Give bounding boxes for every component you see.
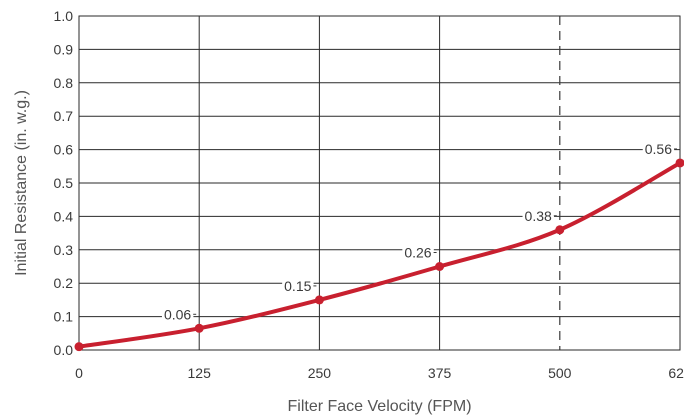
data-point [435,262,445,271]
x-tick-label: 500 [548,365,572,381]
x-tick-label: 250 [308,365,332,381]
plot-frame [78,15,681,351]
data-label: 0.26 [404,245,431,261]
data-label-background [161,305,194,324]
data-points [74,158,684,352]
y-tick-label: 0.0 [54,342,74,358]
series-line [77,160,682,349]
y-tick-label: 0.2 [54,275,74,291]
data-label: 0.06 [164,306,191,322]
data-label-background [522,206,555,225]
grid-lines [78,15,681,351]
y-axis-title: Initial Resistance (in. w.g.) [13,90,30,276]
y-tick-label: 0.3 [54,242,74,258]
x-axis-title: Filter Face Velocity (FPM) [287,398,471,415]
x-tick-label: 375 [428,365,452,381]
y-tick-label: 0.9 [54,41,74,57]
data-label-background [402,243,434,262]
data-label-background [642,139,675,158]
y-tick-label: 0.6 [54,142,74,158]
y-tick-label: 0.7 [54,108,74,124]
x-tick-label: 625 [668,365,684,381]
data-label: 0.56 [645,141,672,157]
y-tick-label: 0.4 [54,208,74,224]
data-point [314,295,324,305]
data-point [74,342,84,352]
y-tick-label: 0.8 [54,75,74,91]
y-tick-label: 1.0 [54,8,74,24]
data-label: 0.15 [284,278,311,294]
data-point [555,225,565,235]
x-axis-tick-labels: 0 125 250 375 500 625 [75,365,684,381]
data-labels: 0.06 0.15 0.26 0.38 0.56 [161,139,677,324]
data-point [194,323,204,333]
y-axis-tick-labels: 0.0 0.1 0.2 0.3 0.4 0.5 0.6 0.7 0.8 0.9 1.0 [54,8,74,358]
y-tick-label: 0.1 [54,309,74,325]
data-label-background [282,276,314,295]
y-tick-label: 0.5 [54,175,74,191]
x-tick-label: 125 [188,365,212,381]
data-point [675,158,684,168]
data-label: 0.38 [525,208,552,224]
x-tick-label: 0 [75,365,83,381]
